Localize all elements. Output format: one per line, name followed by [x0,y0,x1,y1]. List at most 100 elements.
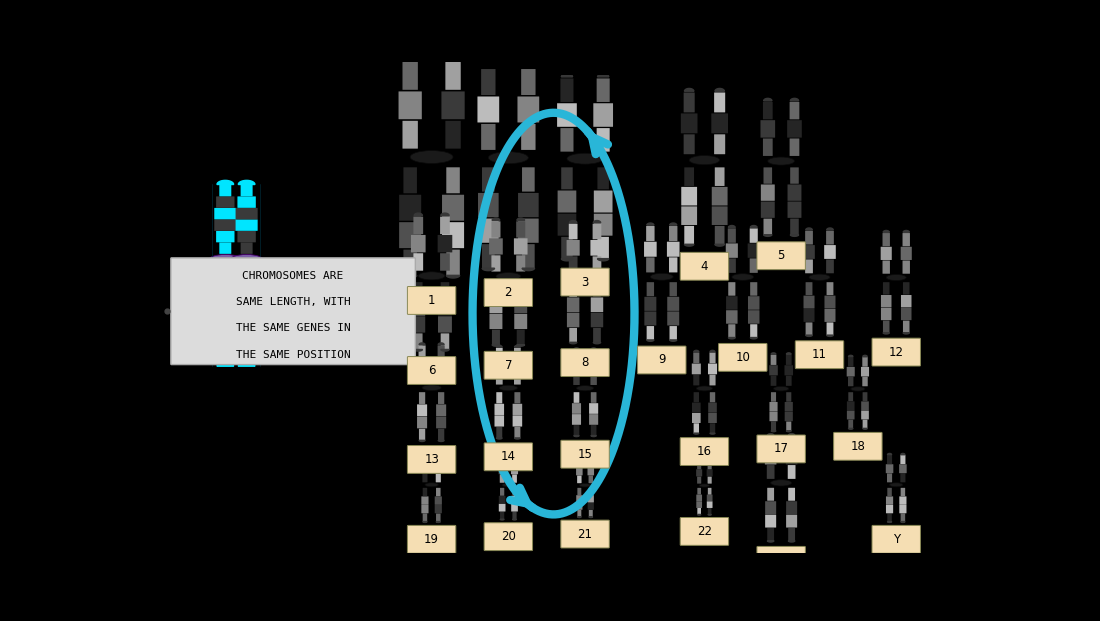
FancyBboxPatch shape [576,495,583,502]
Polygon shape [715,88,725,91]
FancyBboxPatch shape [694,424,698,433]
FancyBboxPatch shape [514,373,520,384]
Polygon shape [414,350,422,351]
FancyBboxPatch shape [593,103,613,127]
FancyBboxPatch shape [881,308,891,320]
FancyBboxPatch shape [696,469,702,476]
Text: 2: 2 [505,286,513,299]
Polygon shape [790,235,799,237]
FancyBboxPatch shape [710,374,716,386]
Polygon shape [591,435,596,437]
FancyBboxPatch shape [572,403,581,414]
Polygon shape [422,453,427,455]
Ellipse shape [425,483,438,487]
FancyBboxPatch shape [492,255,500,271]
Polygon shape [522,268,535,271]
FancyBboxPatch shape [784,402,793,412]
Text: 10: 10 [735,351,750,364]
Polygon shape [515,438,520,439]
FancyBboxPatch shape [516,255,526,271]
FancyBboxPatch shape [593,256,602,272]
FancyBboxPatch shape [710,392,715,402]
FancyBboxPatch shape [407,445,455,473]
FancyBboxPatch shape [761,202,774,218]
Ellipse shape [768,157,794,165]
FancyBboxPatch shape [438,299,452,315]
FancyBboxPatch shape [239,279,254,290]
Ellipse shape [573,273,597,280]
FancyBboxPatch shape [216,196,234,208]
Text: THE SAME GENES IN: THE SAME GENES IN [235,324,351,333]
Ellipse shape [488,152,528,164]
FancyBboxPatch shape [861,410,869,419]
FancyBboxPatch shape [680,252,728,280]
FancyBboxPatch shape [805,322,813,335]
FancyBboxPatch shape [214,312,236,323]
FancyBboxPatch shape [824,245,836,259]
FancyBboxPatch shape [573,392,580,403]
FancyBboxPatch shape [441,91,464,119]
FancyBboxPatch shape [434,496,442,505]
Ellipse shape [566,153,603,164]
Text: CHROMOSOMES ARE: CHROMOSOMES ARE [242,271,343,281]
FancyBboxPatch shape [647,282,654,296]
FancyBboxPatch shape [490,298,503,313]
Polygon shape [848,355,852,356]
FancyBboxPatch shape [446,62,461,90]
FancyBboxPatch shape [417,404,427,416]
FancyBboxPatch shape [681,187,697,206]
FancyBboxPatch shape [422,455,428,464]
Polygon shape [763,235,772,237]
Polygon shape [710,433,715,434]
FancyBboxPatch shape [766,501,777,514]
FancyBboxPatch shape [399,195,421,220]
FancyBboxPatch shape [496,348,503,360]
FancyBboxPatch shape [216,290,235,301]
Polygon shape [806,335,812,337]
Polygon shape [768,541,774,542]
FancyBboxPatch shape [421,496,429,505]
FancyBboxPatch shape [887,455,892,464]
FancyBboxPatch shape [591,392,596,403]
FancyBboxPatch shape [436,358,447,371]
Polygon shape [414,213,422,215]
FancyBboxPatch shape [825,296,836,309]
FancyBboxPatch shape [805,230,813,245]
FancyBboxPatch shape [882,260,890,274]
Polygon shape [404,57,417,60]
FancyBboxPatch shape [495,415,504,427]
Polygon shape [496,438,502,439]
FancyBboxPatch shape [515,314,527,329]
Ellipse shape [576,386,594,391]
FancyBboxPatch shape [712,114,728,134]
Polygon shape [591,348,596,350]
FancyBboxPatch shape [697,488,701,494]
FancyBboxPatch shape [669,226,678,241]
FancyBboxPatch shape [788,202,802,218]
FancyBboxPatch shape [422,473,428,483]
FancyBboxPatch shape [766,515,777,528]
Polygon shape [790,98,799,101]
FancyBboxPatch shape [438,371,444,384]
FancyBboxPatch shape [881,247,892,260]
FancyBboxPatch shape [513,360,522,372]
FancyBboxPatch shape [569,224,578,239]
Text: 4: 4 [701,260,708,273]
FancyBboxPatch shape [726,310,738,324]
FancyBboxPatch shape [901,308,912,320]
FancyBboxPatch shape [788,437,795,450]
FancyBboxPatch shape [515,392,520,404]
FancyBboxPatch shape [566,240,580,256]
Polygon shape [574,435,580,437]
FancyBboxPatch shape [763,168,772,184]
FancyBboxPatch shape [900,473,905,483]
FancyBboxPatch shape [692,413,701,423]
FancyBboxPatch shape [512,496,518,504]
FancyBboxPatch shape [861,401,869,410]
FancyBboxPatch shape [422,514,427,522]
FancyBboxPatch shape [492,330,500,345]
FancyBboxPatch shape [220,268,231,279]
Polygon shape [438,440,444,442]
FancyBboxPatch shape [901,488,905,496]
FancyBboxPatch shape [771,392,777,402]
